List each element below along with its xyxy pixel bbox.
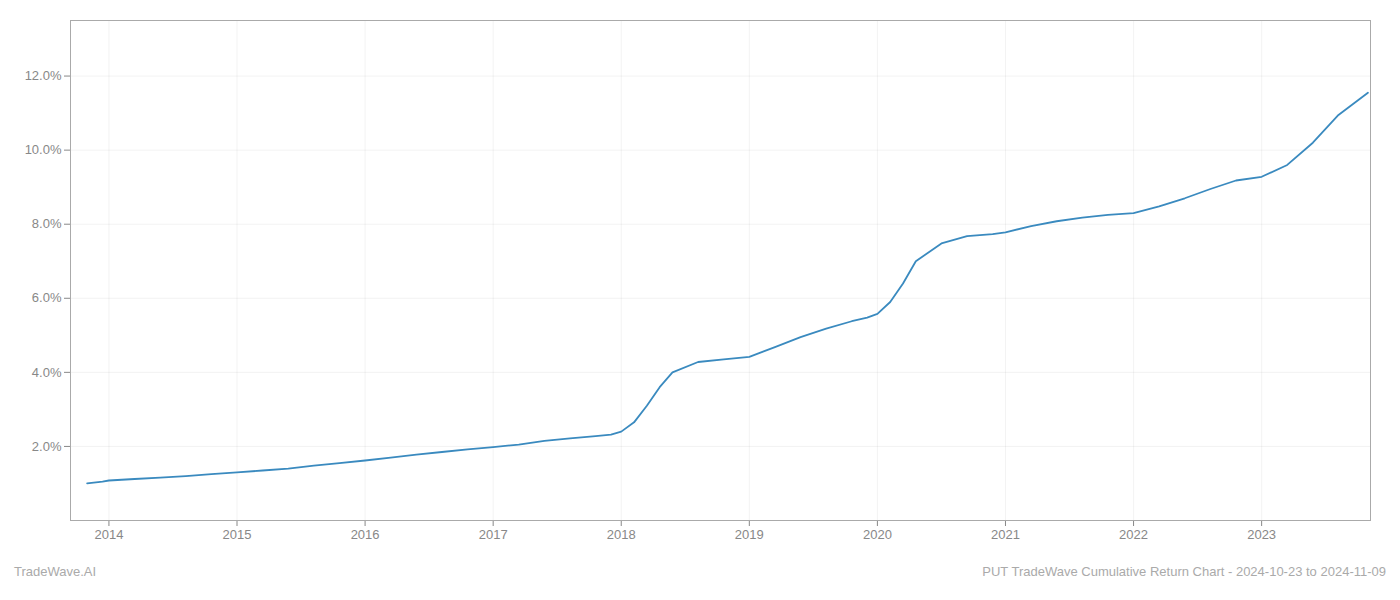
svg-text:2020: 2020 [863, 527, 892, 542]
svg-text:2017: 2017 [479, 527, 508, 542]
svg-text:2018: 2018 [607, 527, 636, 542]
svg-text:2016: 2016 [351, 527, 380, 542]
svg-text:2.0%: 2.0% [32, 439, 62, 454]
svg-text:6.0%: 6.0% [32, 290, 62, 305]
svg-text:8.0%: 8.0% [32, 216, 62, 231]
svg-text:10.0%: 10.0% [25, 142, 62, 157]
svg-text:2015: 2015 [223, 527, 252, 542]
html-text:PUT TradeWave Cumulative Retur: PUT TradeWave Cumulative Return Chart - … [982, 564, 1386, 579]
html-text:TradeWave.AI: TradeWave.AI [14, 564, 97, 579]
svg-text:4.0%: 4.0% [32, 365, 62, 380]
svg-text:2021: 2021 [991, 527, 1020, 542]
svg-text:2022: 2022 [1119, 527, 1148, 542]
svg-text:2019: 2019 [735, 527, 764, 542]
svg-text:2023: 2023 [1247, 527, 1276, 542]
svg-text:12.0%: 12.0% [25, 68, 62, 83]
svg-text:2014: 2014 [94, 527, 123, 542]
